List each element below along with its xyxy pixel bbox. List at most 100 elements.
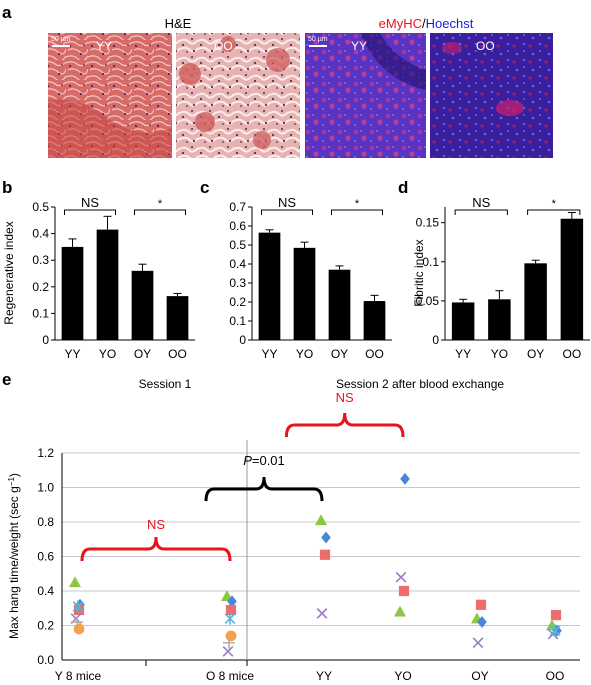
- significance-bracket: [261, 209, 313, 215]
- comparison-label: P=0.01: [243, 453, 285, 468]
- micrograph-if-oo-signal: [442, 42, 462, 54]
- x-tick-label: OY: [471, 669, 488, 683]
- marker-triangle: [69, 576, 81, 588]
- marker-square: [225, 604, 237, 616]
- micrograph-label: OO: [214, 39, 233, 53]
- panel-letter-e: e: [2, 370, 11, 389]
- x-tick-label: OY: [134, 347, 151, 361]
- y-tick-label: 0.3: [32, 253, 49, 267]
- x-tick-label: OY: [331, 347, 348, 361]
- micrograph-he-oo-fiber: [195, 112, 215, 132]
- marker-square: [398, 585, 410, 597]
- bar: [328, 269, 351, 340]
- micrograph-he-yy-fibrosis: [48, 99, 172, 158]
- y-tick-label: 0.15: [416, 216, 440, 230]
- bar: [560, 218, 584, 340]
- significance-label: *: [158, 198, 163, 210]
- marker-plus: [223, 636, 235, 649]
- comparison-label-p: P: [243, 453, 252, 468]
- y-axis-label-main: Max hang time/weight (sec g: [7, 486, 21, 639]
- significance-bracket: [527, 209, 581, 215]
- x-tick-label: YY: [316, 669, 332, 683]
- y-axis-label-end: ): [7, 473, 21, 477]
- marker-diamond: [400, 472, 410, 485]
- x-tick-label: YO: [491, 347, 508, 361]
- significance-label: *: [355, 198, 360, 210]
- y-tick-label: 1.2: [37, 446, 54, 460]
- marker-diamond: [477, 616, 487, 629]
- x-tick-label: YY: [64, 347, 80, 361]
- y-tick-label: 0: [42, 333, 49, 347]
- significance-bracket: [64, 209, 116, 215]
- y-tick-label: 1.0: [37, 481, 54, 495]
- significance-label: NS: [472, 195, 490, 210]
- if-title: eMyHC/Hoechst: [379, 16, 474, 31]
- he-title: H&E: [165, 16, 192, 31]
- y-tick-label: 0.05: [416, 294, 440, 308]
- x-tick-label: YY: [455, 347, 471, 361]
- scalebar-he-label: 50 µm: [51, 36, 71, 43]
- marker-circle: [225, 630, 237, 642]
- x-tick-label: YO: [394, 669, 411, 683]
- bar: [363, 301, 386, 340]
- comparison-bracket: [204, 476, 324, 502]
- bar: [524, 263, 547, 340]
- y-tick-label: 0.6: [229, 219, 246, 233]
- marker-square: [550, 610, 562, 621]
- y-tick-label: 0.1: [32, 306, 49, 320]
- x-tick-label: OO: [168, 347, 187, 361]
- y-tick-label: 0.6: [37, 550, 54, 564]
- marker-star: [549, 624, 561, 637]
- significance-bracket: [134, 209, 186, 215]
- micrograph-if-yy: [305, 33, 426, 158]
- y-axis-label: Regenerative index: [2, 221, 16, 324]
- y-tick-label: 0.7: [229, 200, 246, 214]
- marker-cross: [222, 646, 234, 657]
- significance-label: NS: [278, 195, 296, 210]
- marker-cross: [472, 637, 484, 649]
- x-tick-label: Y 8 mice: [55, 669, 102, 683]
- x-tick-label: OO: [563, 347, 582, 361]
- x-tick-label: YY: [261, 347, 277, 361]
- y-tick-label: 0.4: [32, 227, 49, 241]
- y-tick-label: 0.1: [229, 314, 246, 328]
- bar: [166, 296, 189, 340]
- comparison-label-value: =0.01: [252, 453, 285, 468]
- significance-label: *: [552, 198, 557, 210]
- session-2-label: Session 2 after blood exchange: [336, 377, 504, 391]
- x-tick-label: O 8 mice: [206, 669, 254, 683]
- significance-bracket: [454, 209, 508, 215]
- chart-c-regenerative: 0 0.1 0.2 0.3 0.4 0.5 0.6 0.7 YY YO OY OO NS *: [229, 195, 392, 361]
- x-tick-label: OO: [365, 347, 384, 361]
- comparison-label: NS: [147, 517, 165, 532]
- x-tick-label: OO: [546, 669, 565, 683]
- y-tick-label: 0.4: [229, 257, 246, 271]
- marker-triangle: [394, 605, 406, 617]
- if-title-red: eMyHC: [379, 16, 422, 31]
- marker-square: [73, 604, 85, 616]
- marker-diamond: [321, 531, 331, 544]
- comparison-bracket: [80, 536, 232, 562]
- significance-label: NS: [81, 195, 99, 210]
- y-tick-label: 0.5: [32, 200, 49, 214]
- y-tick-label: 0.2: [229, 295, 246, 309]
- marker-square: [475, 599, 487, 610]
- micrograph-label: OO: [476, 39, 495, 53]
- marker-star: [72, 600, 84, 613]
- y-tick-label: 0.3: [229, 276, 246, 290]
- y-tick-label: 0.2: [37, 619, 54, 633]
- y-tick-label: 0.1: [422, 255, 439, 269]
- micrograph-if-yy-band: [360, 33, 426, 90]
- y-tick-label: 0.0: [37, 653, 54, 667]
- y-tick-label: 0: [432, 333, 439, 347]
- panel-letter-c: c: [200, 178, 209, 197]
- micrograph-he-oo-fiber: [253, 131, 271, 149]
- y-tick-label: 0: [239, 333, 246, 347]
- if-title-blue: Hoechst: [426, 16, 474, 31]
- bar: [131, 270, 154, 340]
- scalebar-if-label: 50 µm: [308, 36, 328, 43]
- marker-plus: [71, 616, 83, 629]
- x-tick-label: OY: [527, 347, 544, 361]
- micrograph-if-oo-signal: [496, 100, 524, 116]
